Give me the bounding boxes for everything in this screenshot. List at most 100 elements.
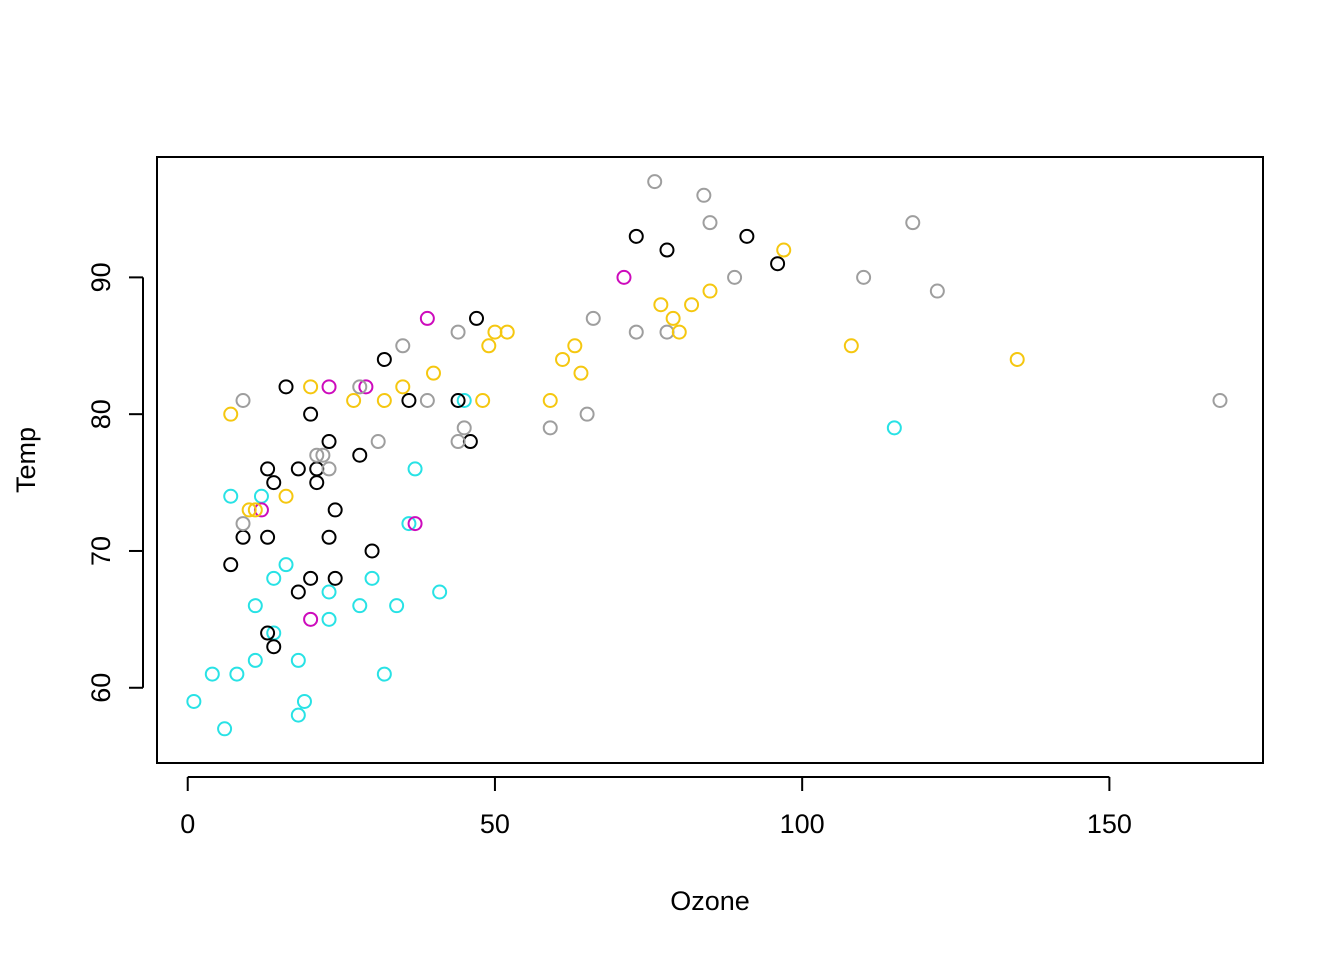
- data-point: [450, 324, 466, 340]
- plot-frame: [156, 156, 1264, 764]
- data-point: [395, 379, 411, 395]
- data-point: [419, 392, 435, 408]
- data-point: [401, 516, 417, 532]
- data-point: [419, 310, 435, 326]
- data-point: [278, 557, 294, 573]
- data-point: [905, 215, 921, 231]
- data-point: [585, 310, 601, 326]
- data-point: [456, 420, 472, 436]
- y-tick-label: 60: [86, 673, 116, 703]
- data-point: [1212, 392, 1228, 408]
- data-point: [327, 570, 343, 586]
- data-point: [321, 379, 337, 395]
- data-point: [296, 693, 312, 709]
- data-point: [260, 625, 276, 641]
- data-point: [407, 461, 423, 477]
- data-point: [247, 598, 263, 614]
- data-point: [290, 584, 306, 600]
- data-point: [684, 297, 700, 313]
- x-axis-title: Ozone: [670, 886, 750, 916]
- data-point: [303, 406, 319, 422]
- data-point: [290, 461, 306, 477]
- x-tick-label: 0: [180, 809, 195, 839]
- data-point: [241, 502, 257, 518]
- data-point: [401, 392, 417, 408]
- data-point: [321, 584, 337, 600]
- y-tick-label: 70: [86, 536, 116, 566]
- data-point: [303, 379, 319, 395]
- y-tick-label: 80: [86, 399, 116, 429]
- data-point: [389, 598, 405, 614]
- data-point: [309, 447, 325, 463]
- data-point: [235, 392, 251, 408]
- data-point: [376, 392, 392, 408]
- data-point: [499, 324, 515, 340]
- data-point: [364, 570, 380, 586]
- data-point: [469, 310, 485, 326]
- data-point: [260, 461, 276, 477]
- y-axis: 60 70 80 90: [86, 262, 144, 703]
- data-point: [327, 502, 343, 518]
- data-point: [266, 570, 282, 586]
- data-point: [702, 283, 718, 299]
- data-point: [266, 475, 282, 491]
- data-point: [204, 666, 220, 682]
- data-points: [186, 174, 1228, 737]
- data-point: [321, 461, 337, 477]
- data-point: [352, 447, 368, 463]
- data-point: [739, 228, 755, 244]
- data-point: [475, 392, 491, 408]
- data-point: [628, 228, 644, 244]
- data-point: [702, 215, 718, 231]
- data-point: [929, 283, 945, 299]
- data-point: [290, 707, 306, 723]
- data-point: [542, 392, 558, 408]
- data-point: [266, 639, 282, 655]
- x-tick-label: 150: [1087, 809, 1132, 839]
- data-point: [727, 269, 743, 285]
- data-point: [217, 721, 233, 737]
- data-point: [376, 666, 392, 682]
- data-point: [450, 434, 466, 450]
- data-point: [567, 338, 583, 354]
- data-point: [395, 338, 411, 354]
- data-point: [229, 666, 245, 682]
- data-point: [555, 351, 571, 367]
- data-point: [247, 652, 263, 668]
- data-point: [659, 242, 675, 258]
- data-point: [235, 516, 251, 532]
- data-point: [321, 434, 337, 450]
- data-point: [481, 338, 497, 354]
- y-tick-label: 90: [86, 262, 116, 292]
- data-point: [278, 488, 294, 504]
- data-point: [223, 488, 239, 504]
- data-point: [376, 351, 392, 367]
- data-point: [770, 256, 786, 272]
- data-point: [426, 365, 441, 381]
- x-tick-label: 50: [480, 809, 510, 839]
- data-point: [303, 611, 319, 627]
- data-point: [616, 269, 632, 285]
- data-point: [665, 310, 681, 326]
- x-axis: 0 50 100 150: [180, 776, 1132, 839]
- data-point: [573, 365, 589, 381]
- data-point: [303, 570, 319, 586]
- data-point: [223, 557, 239, 573]
- data-point: [186, 693, 202, 709]
- data-point: [309, 475, 325, 491]
- data-point: [346, 392, 362, 408]
- data-point: [653, 297, 669, 313]
- x-tick-label: 100: [780, 809, 825, 839]
- data-point: [843, 338, 859, 354]
- data-point: [315, 447, 331, 463]
- data-point: [352, 379, 368, 395]
- data-point: [886, 420, 902, 436]
- data-point: [278, 379, 294, 395]
- data-point: [450, 392, 466, 408]
- data-point: [456, 392, 472, 408]
- data-point: [1009, 351, 1025, 367]
- data-point: [321, 611, 337, 627]
- data-point: [432, 584, 448, 600]
- y-axis-title: Temp: [11, 427, 41, 493]
